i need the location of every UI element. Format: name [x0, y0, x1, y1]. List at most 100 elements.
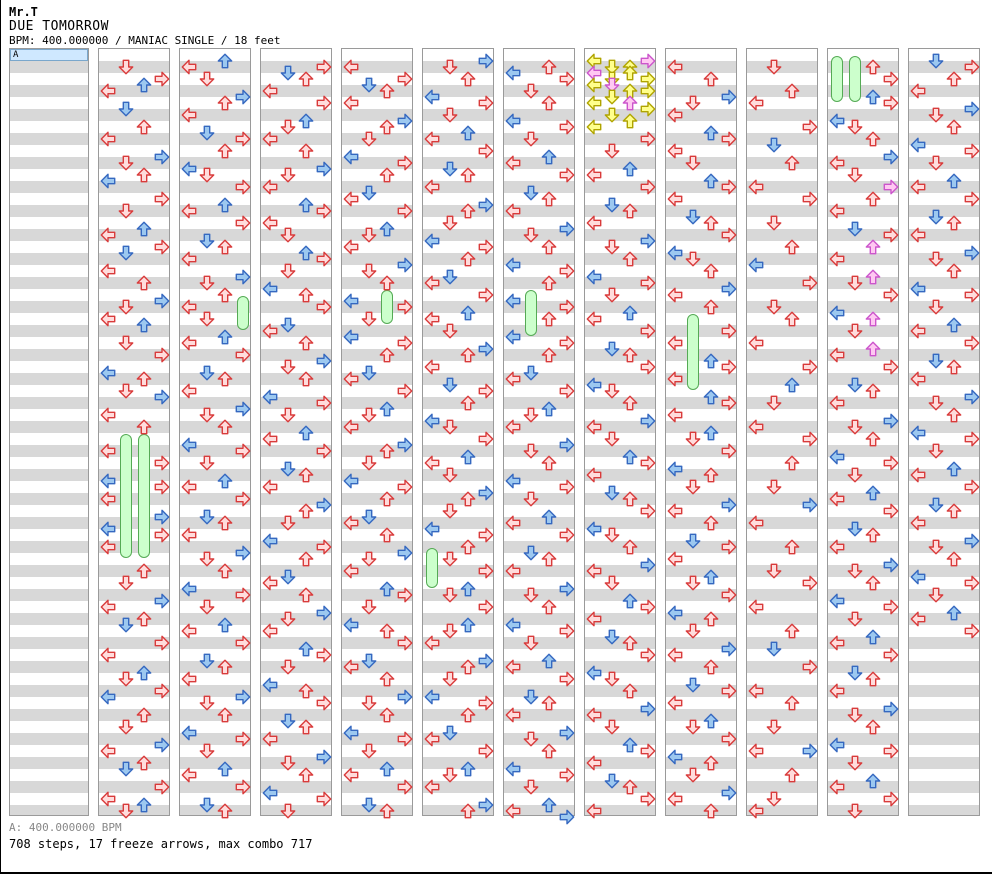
- arrow-note-down: [928, 539, 944, 555]
- arrow-note-down: [442, 587, 458, 603]
- arrow-note-up: [460, 71, 476, 87]
- arrow-note-right: [802, 575, 818, 591]
- arrow-note-down: [766, 137, 782, 153]
- arrow-note-down: [280, 755, 296, 771]
- arrow-note-up: [946, 503, 962, 519]
- arrow-note-right: [964, 389, 980, 405]
- arrow-note-right: [235, 89, 251, 105]
- arrow-note-down: [199, 653, 215, 669]
- arrow-note-left: [667, 461, 683, 477]
- arrow-note-down: [847, 521, 863, 537]
- arrow-note-right: [640, 101, 656, 117]
- arrow-note-down: [685, 431, 701, 447]
- arrow-note-left: [100, 311, 116, 327]
- arrow-note-down: [847, 563, 863, 579]
- arrow-note-up: [379, 527, 395, 543]
- arrow-note-down: [523, 731, 539, 747]
- arrow-note-left: [100, 791, 116, 807]
- arrow-note-right: [640, 599, 656, 615]
- arrow-note-up: [217, 659, 233, 675]
- arrow-note-up: [136, 371, 152, 387]
- arrow-note-up: [703, 659, 719, 675]
- arrow-note-left: [667, 647, 683, 663]
- arrow-note-left: [829, 539, 845, 555]
- arrow-note-up: [136, 707, 152, 723]
- arrow-note-up: [865, 341, 881, 357]
- arrow-note-left: [829, 113, 845, 129]
- arrow-note-right: [316, 497, 332, 513]
- arrow-note-up: [379, 707, 395, 723]
- arrow-note-right: [397, 257, 413, 273]
- arrow-note-up: [622, 305, 638, 321]
- arrow-note-left: [100, 539, 116, 555]
- arrow-note-right: [397, 113, 413, 129]
- arrow-note-down: [280, 359, 296, 375]
- arrow-note-left: [910, 371, 926, 387]
- arrow-note-right: [640, 323, 656, 339]
- arrow-note-left: [100, 473, 116, 489]
- arrow-note-down: [766, 395, 782, 411]
- arrow-note-up: [460, 659, 476, 675]
- arrow-note-up: [460, 449, 476, 465]
- arrow-note-up: [217, 197, 233, 213]
- arrow-note-left: [586, 467, 602, 483]
- arrow-note-down: [847, 467, 863, 483]
- arrow-note-up: [460, 491, 476, 507]
- arrow-note-right: [559, 335, 575, 351]
- arrow-note-up: [541, 59, 557, 75]
- arrow-note-right: [883, 557, 899, 573]
- arrow-note-right: [559, 263, 575, 279]
- arrow-note-down: [685, 155, 701, 171]
- arrow-note-down: [604, 107, 620, 123]
- freeze-arrow-bar: [237, 296, 249, 330]
- arrow-note-right: [316, 605, 332, 621]
- arrow-note-up: [217, 803, 233, 819]
- arrow-note-up: [298, 683, 314, 699]
- arrow-note-up: [622, 683, 638, 699]
- arrow-note-down: [847, 377, 863, 393]
- arrow-note-left: [505, 707, 521, 723]
- arrow-note-up: [541, 653, 557, 669]
- arrow-note-right: [478, 239, 494, 255]
- freeze-arrow-bar: [687, 314, 699, 390]
- arrow-note-down: [280, 317, 296, 333]
- arrow-note-down: [199, 743, 215, 759]
- arrow-note-right: [640, 455, 656, 471]
- arrow-note-up: [379, 443, 395, 459]
- arrow-note-right: [397, 437, 413, 453]
- arrow-note-up: [460, 347, 476, 363]
- freeze-arrow-bar: [120, 434, 132, 558]
- arrow-note-right: [316, 539, 332, 555]
- arrow-note-right: [883, 413, 899, 429]
- arrow-note-left: [829, 683, 845, 699]
- arrow-note-up: [379, 671, 395, 687]
- arrow-note-down: [928, 395, 944, 411]
- measure-column: [260, 48, 332, 819]
- arrow-note-right: [883, 455, 899, 471]
- arrow-note-left: [181, 479, 197, 495]
- arrow-note-up: [541, 401, 557, 417]
- arrow-note-down: [928, 353, 944, 369]
- arrow-note-left: [100, 647, 116, 663]
- arrow-note-up: [703, 569, 719, 585]
- arrow-note-left: [910, 137, 926, 153]
- arrow-note-right: [559, 479, 575, 495]
- arrow-note-down: [280, 713, 296, 729]
- arrow-note-down: [361, 227, 377, 243]
- arrow-note-left: [181, 251, 197, 267]
- arrow-note-right: [721, 281, 737, 297]
- arrow-note-right: [154, 239, 170, 255]
- arrow-note-left: [667, 335, 683, 351]
- arrow-note-down: [361, 743, 377, 759]
- arrow-note-left: [586, 665, 602, 681]
- arrow-note-right: [478, 431, 494, 447]
- arrow-note-up: [946, 461, 962, 477]
- arrow-note-down: [280, 461, 296, 477]
- arrow-note-right: [235, 401, 251, 417]
- arrow-note-right: [397, 689, 413, 705]
- arrow-note-right: [640, 503, 656, 519]
- arrow-note-down: [604, 239, 620, 255]
- arrow-note-down: [442, 107, 458, 123]
- arrow-note-up: [541, 509, 557, 525]
- arrow-note-left: [667, 695, 683, 711]
